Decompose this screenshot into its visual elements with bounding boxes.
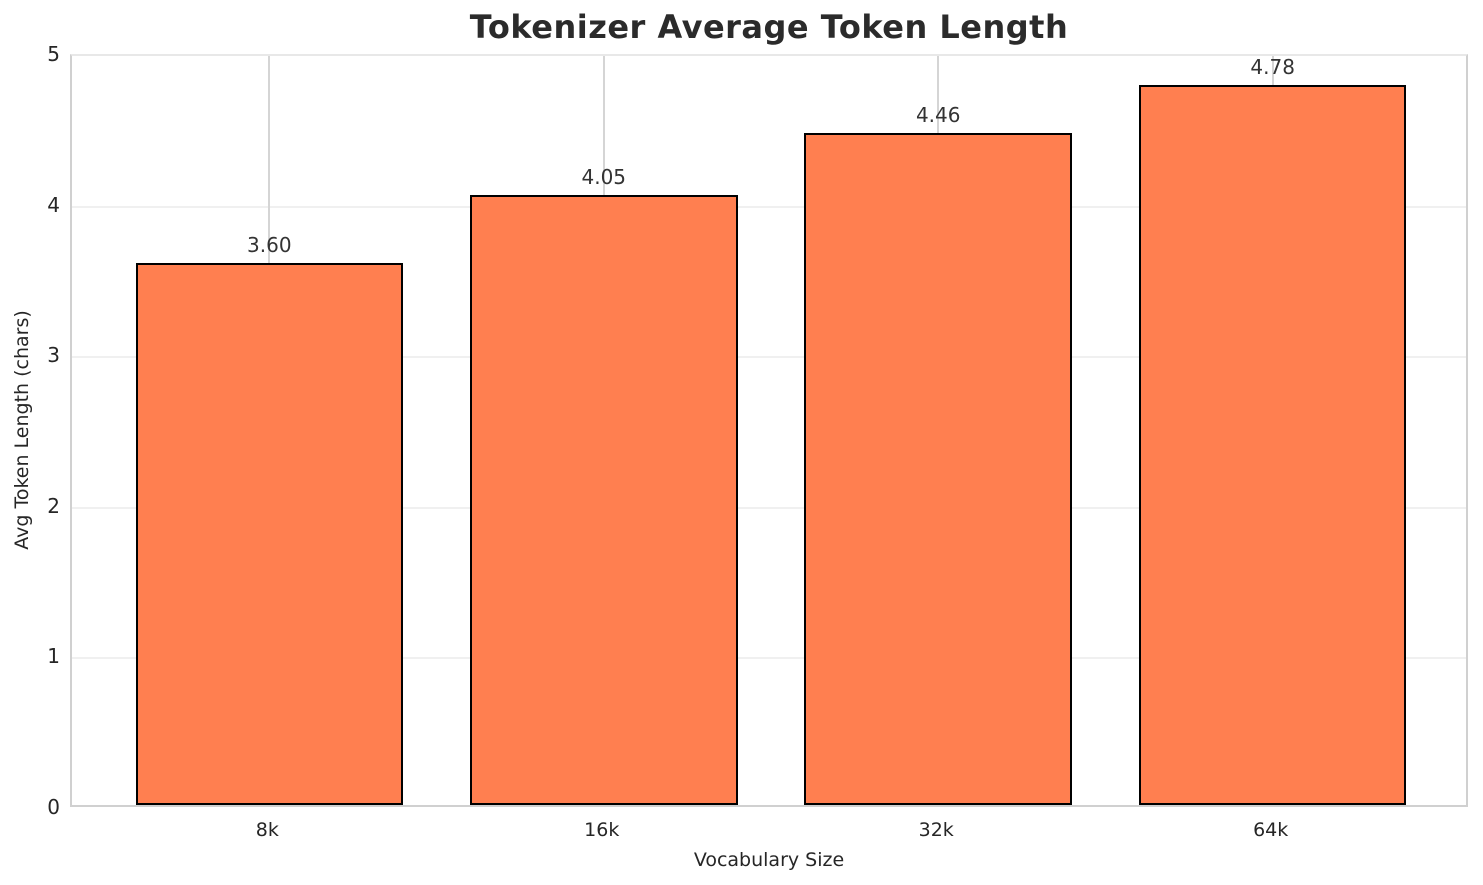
y-tick-label: 1 [47, 644, 60, 669]
bar-value-label: 4.05 [581, 165, 627, 190]
bar-value-label: 4.46 [915, 103, 961, 128]
bar-64k [1138, 85, 1407, 805]
x-tick-label: 64k [1253, 819, 1289, 841]
y-tick-label: 0 [47, 795, 60, 819]
x-tick-label: 16k [584, 819, 620, 841]
bar-value-label: 3.60 [247, 232, 292, 257]
x-axis-label: Vocabulary Size [693, 849, 845, 871]
bar-8k [135, 262, 404, 805]
horizontal-gridline [72, 506, 1466, 509]
chart-title: Tokenizer Average Token Length [469, 8, 1069, 46]
horizontal-gridline [72, 356, 1466, 359]
horizontal-gridline [72, 205, 1466, 208]
x-tick-label: 32k [918, 819, 954, 841]
y-axis-label: Avg Token Length (chars) [11, 310, 33, 550]
horizontal-gridline [72, 657, 1466, 660]
bar-16k [469, 195, 738, 805]
y-tick-label: 4 [47, 192, 60, 217]
bar-value-label: 4.78 [1250, 55, 1295, 80]
x-tick-label: 8k [255, 819, 279, 841]
bar-32k [804, 133, 1072, 805]
y-tick-label: 5 [47, 42, 60, 66]
y-tick-label: 2 [47, 493, 60, 518]
y-tick-label: 3 [47, 343, 60, 368]
plot-area: 3.60 4.05 4.46 4.78 [70, 54, 1468, 807]
